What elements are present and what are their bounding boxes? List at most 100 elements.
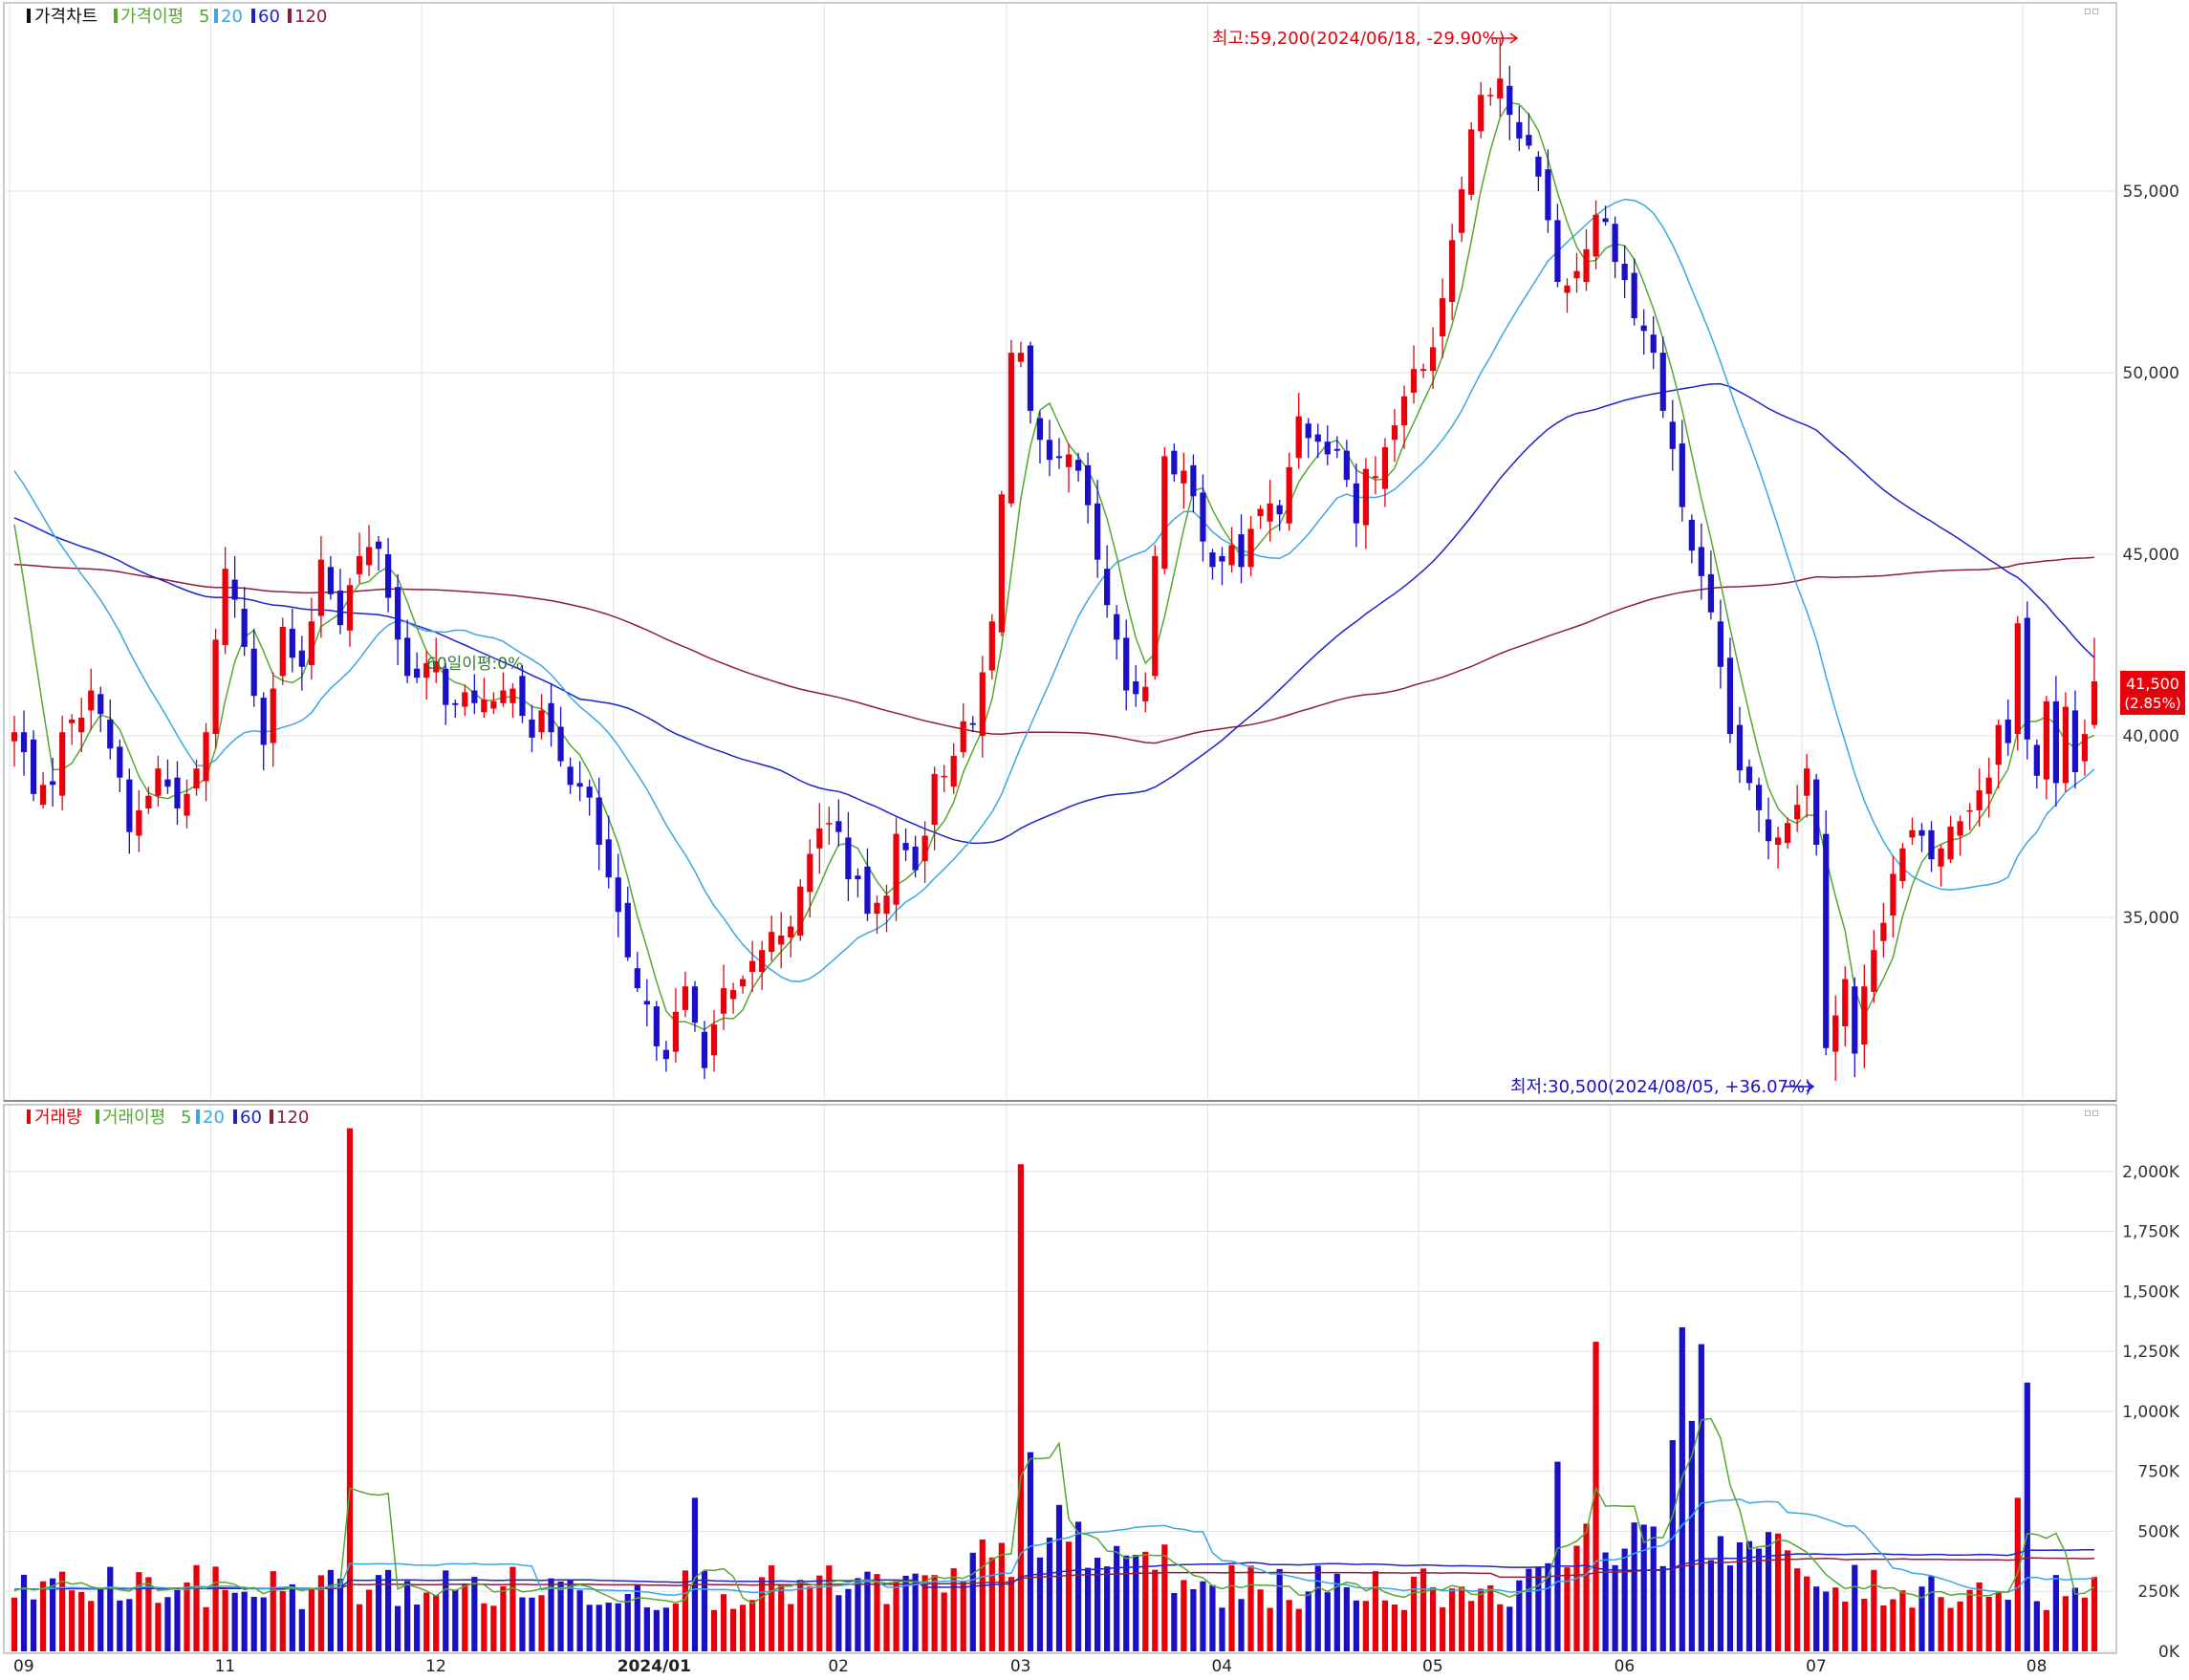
candle <box>624 886 631 961</box>
candle-body <box>1094 503 1101 560</box>
volume-bar <box>855 1578 861 1651</box>
volume-bar <box>395 1605 401 1651</box>
candle-body <box>395 587 401 640</box>
candle <box>30 730 37 802</box>
candle-body <box>615 877 621 913</box>
volume-bar <box>1114 1545 1120 1651</box>
candle-body <box>1074 460 1082 471</box>
volume-bar <box>883 1604 890 1651</box>
volume-bar <box>404 1581 411 1651</box>
candle-body <box>2052 700 2059 784</box>
volume-bar <box>327 1569 335 1651</box>
candle-body <box>1593 214 1599 257</box>
candle-body <box>1209 552 1216 568</box>
volume-bar <box>1966 1589 1973 1651</box>
max-price-annotation: 최고:59,200(2024/06/18, -29.90%) <box>1212 29 1506 49</box>
price-y-tick-label: 45,000 <box>2123 546 2179 565</box>
candle-body <box>1745 766 1753 784</box>
volume-bar <box>1640 1524 1647 1651</box>
candle-body <box>365 547 373 566</box>
candle-body <box>874 902 880 915</box>
candle-body <box>1381 446 1389 489</box>
candle-body <box>1918 829 1925 836</box>
volume-bar <box>1333 1573 1340 1651</box>
candle-body <box>1497 78 1504 99</box>
candle-body <box>1583 248 1590 282</box>
current-price-tag: 41,500 (2.85%) <box>2120 671 2185 715</box>
volume-bar <box>462 1583 468 1651</box>
candle <box>1526 113 1532 150</box>
current-price: 41,500 <box>2126 675 2179 693</box>
candle <box>672 988 680 1063</box>
volume-bar <box>1161 1544 1168 1651</box>
candle <box>557 706 564 767</box>
volume-bar <box>1181 1580 1187 1651</box>
volume-bar <box>500 1585 507 1651</box>
candle-body <box>231 579 238 600</box>
candle <box>729 982 737 1014</box>
candle-body <box>1554 220 1561 282</box>
candle <box>662 1041 669 1072</box>
candle <box>1027 341 1034 424</box>
candle-body <box>1957 821 1963 836</box>
candle <box>1333 436 1340 459</box>
candle-body <box>298 650 305 667</box>
candle-body <box>1247 528 1254 568</box>
volume-bar <box>1583 1523 1590 1651</box>
volume-bar <box>59 1571 66 1651</box>
volume-y-tick-label: 1,000K <box>2122 1403 2180 1422</box>
candle-body <box>1008 353 1014 504</box>
candle <box>605 815 612 889</box>
candle-body <box>1871 950 1877 992</box>
volume-bar <box>1631 1522 1637 1651</box>
candle-body <box>1726 657 1734 735</box>
candle-body <box>308 621 314 665</box>
volume-bar <box>1688 1420 1695 1651</box>
candle <box>2043 696 2049 800</box>
candle-body <box>998 494 1005 633</box>
volume-bar <box>596 1605 602 1651</box>
candle <box>586 779 593 816</box>
candle <box>1612 216 1618 279</box>
candle-body <box>567 766 574 786</box>
candle <box>2024 601 2030 760</box>
legend-price-ma-label: 가격이평 <box>120 7 184 27</box>
volume-bar <box>1823 1591 1830 1651</box>
candle <box>1017 341 1025 368</box>
volume-bar <box>749 1600 756 1651</box>
candle-body <box>1133 681 1139 695</box>
volume-bar <box>298 1608 305 1651</box>
candle <box>1650 316 1657 370</box>
candle <box>222 547 228 655</box>
volume-bar <box>1516 1580 1523 1651</box>
candle-body <box>1938 848 1944 867</box>
candle <box>1343 440 1350 487</box>
volume-bar <box>1526 1568 1532 1651</box>
volume-panel-window-icons[interactable]: ▫▫ <box>2084 1106 2099 1119</box>
volume-bar <box>164 1597 171 1651</box>
candle-body <box>1295 416 1302 459</box>
candle-body <box>1400 396 1408 426</box>
volume-bar <box>1899 1590 1906 1651</box>
candle-body <box>1200 492 1206 542</box>
volume-bar <box>519 1597 526 1651</box>
candle-body <box>1774 837 1782 845</box>
candle <box>1755 777 1763 832</box>
candle <box>155 755 162 808</box>
candle-body <box>720 988 727 1014</box>
candle <box>1698 523 1704 600</box>
volume-bar <box>145 1577 152 1651</box>
volume-bar <box>759 1577 766 1651</box>
volume-bar <box>682 1570 689 1651</box>
candle <box>2014 615 2021 751</box>
candle <box>50 757 56 808</box>
volume-bar <box>1362 1601 1370 1651</box>
volume-bar <box>471 1577 478 1651</box>
candle <box>998 490 1005 636</box>
volume-bar <box>1286 1600 1292 1651</box>
price-panel-window-icons[interactable]: ▫▫ <box>2084 4 2099 17</box>
price-ma120-line <box>13 556 2095 744</box>
candle-body <box>126 779 133 832</box>
volume-bar <box>107 1566 114 1651</box>
candle <box>960 702 966 758</box>
